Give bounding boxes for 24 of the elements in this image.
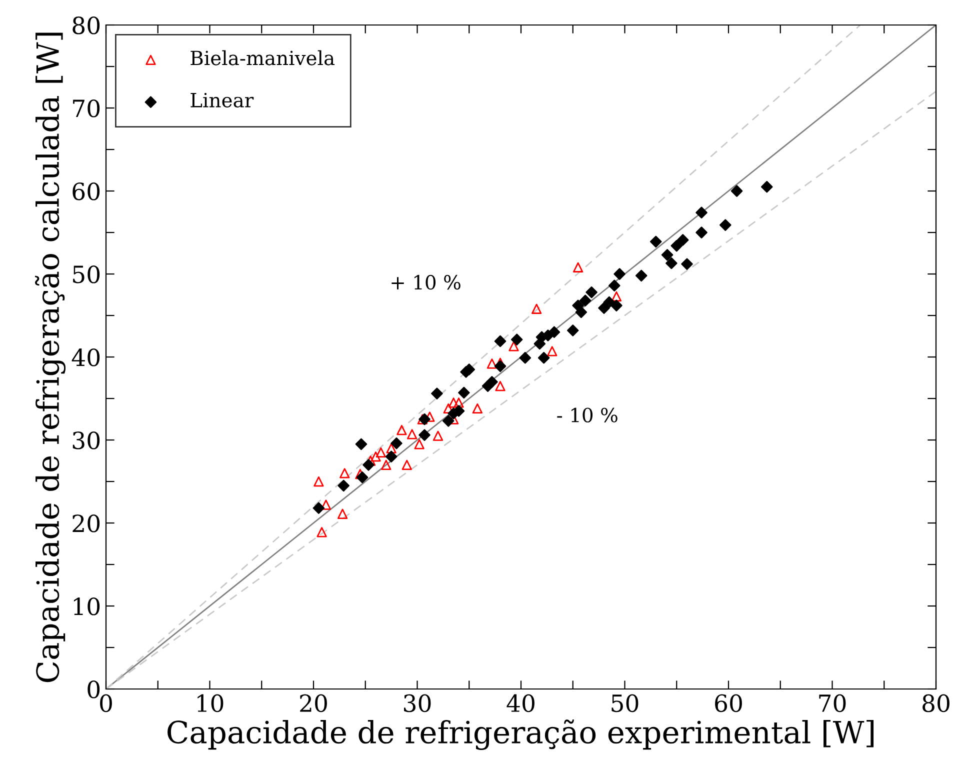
x-tick-label: 0: [100, 694, 112, 712]
annotation: - 10 %: [557, 408, 618, 422]
x-tick-label: 50: [612, 694, 638, 712]
y-tick-label: 0: [88, 680, 100, 698]
y-tick-label: 80: [72, 16, 100, 34]
y-axis-title: Capacidade de refrigeração calculada [W]: [35, 32, 66, 682]
y-tick-label: 70: [73, 99, 100, 118]
y-tick-label: 60: [72, 182, 100, 200]
x-axis-title: Capacidade de refrigeração experimental [W]: [168, 719, 874, 750]
x-tick-label: 80: [922, 694, 950, 712]
legend-label: Biela-manivela: [190, 50, 335, 66]
x-tick-label: 30: [404, 694, 431, 712]
y-tick-label: 40: [72, 348, 100, 366]
x-tick-label: 60: [715, 694, 742, 712]
annotation: + 10 %: [392, 274, 460, 290]
x-tick-label: 20: [300, 694, 327, 712]
y-tick-label: 10: [74, 597, 100, 616]
x-tick-label: 40: [506, 694, 534, 712]
x-tick-label: 70: [819, 694, 846, 712]
x-tick-label: 10: [198, 694, 224, 712]
y-tick-label: 50: [73, 265, 100, 284]
y-tick-label: 20: [72, 514, 100, 532]
y-tick-label: 30: [72, 431, 100, 450]
legend-label: Linear: [190, 92, 254, 108]
